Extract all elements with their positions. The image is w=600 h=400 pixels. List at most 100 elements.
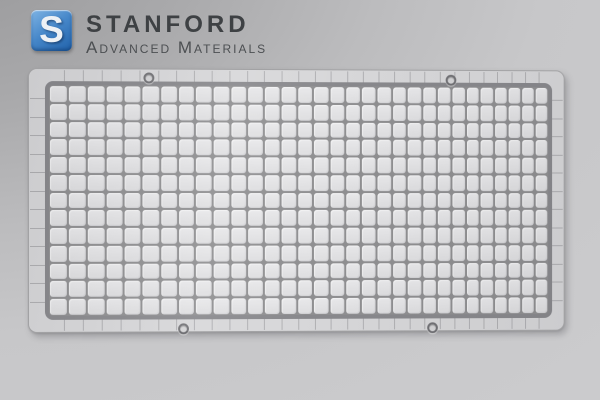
grid-cell	[196, 192, 212, 209]
grid-cell	[480, 87, 493, 104]
grid-cell	[230, 157, 247, 174]
grid-cell	[494, 175, 507, 191]
grid-cell	[87, 263, 105, 280]
rim-tick	[552, 137, 563, 156]
grid-cell	[281, 298, 296, 315]
grid-cell	[68, 86, 86, 102]
grid-cell	[106, 192, 123, 209]
grid-cell	[392, 175, 406, 191]
brand-logo-text: STANFORD Advanced Materials	[86, 10, 267, 58]
grid-cell	[68, 121, 86, 138]
grid-cell	[330, 227, 345, 244]
grid-cell	[264, 298, 280, 315]
grid-cell	[422, 105, 436, 121]
grid-cell	[297, 298, 313, 314]
grid-cell	[68, 281, 86, 298]
grid-cell	[522, 245, 534, 261]
grid-cell	[213, 122, 229, 138]
grid-cell	[480, 175, 493, 191]
grid-cell	[437, 87, 451, 104]
grid-cell	[361, 210, 376, 226]
grid-cell	[437, 297, 451, 314]
rim-tick	[469, 318, 485, 330]
grid-cell	[392, 210, 406, 226]
grid-cell	[407, 87, 421, 104]
grid-cell	[377, 210, 391, 226]
brand-monogram: S	[39, 9, 64, 50]
grid-cell	[346, 175, 360, 191]
rim-tick	[512, 72, 527, 83]
rim-tick	[552, 173, 563, 192]
grid-cell	[264, 139, 280, 156]
grid-cell	[466, 245, 479, 261]
rim-tick	[498, 318, 513, 329]
grid-cell	[213, 157, 229, 174]
rim-tick	[212, 70, 231, 82]
grid-cell	[106, 245, 123, 262]
grid-cell	[535, 280, 548, 296]
grid-cell	[346, 157, 360, 174]
rim-tick	[177, 70, 196, 82]
grid-cell	[422, 175, 436, 191]
grid-cell	[452, 192, 465, 209]
grid-cell	[422, 297, 436, 314]
grid-cell	[230, 263, 247, 279]
grid-cell	[422, 122, 436, 139]
grid-cell	[392, 280, 406, 297]
grid-cell	[508, 157, 521, 174]
grid-cell	[508, 262, 521, 279]
grid-cell	[160, 245, 177, 262]
rim-tick	[379, 71, 396, 83]
grid-cell	[494, 262, 507, 279]
grid-cell	[437, 227, 451, 244]
grid-cell	[247, 86, 263, 103]
rim-tick	[552, 101, 563, 120]
grid-cell	[466, 192, 479, 209]
rim-tick	[395, 318, 411, 330]
grid-cell	[230, 227, 247, 244]
brand-title: STANFORD	[86, 11, 250, 38]
grid-cell	[407, 210, 421, 226]
grid-cell	[522, 140, 534, 156]
grid-cell	[49, 210, 67, 227]
grid-cell	[377, 104, 391, 121]
grid-cell	[522, 262, 534, 279]
grid-cell	[297, 210, 313, 226]
rim-tick	[195, 319, 213, 331]
grid-cell	[142, 86, 159, 103]
grid-cell	[281, 86, 296, 103]
grid-cell	[213, 245, 229, 262]
grid-cell	[264, 192, 280, 209]
rim-tick	[552, 210, 563, 229]
grid-cell	[361, 262, 376, 279]
grid-cell	[281, 104, 296, 121]
rim-tick	[29, 81, 45, 100]
grid-cell	[494, 280, 507, 296]
grid-cell	[377, 157, 391, 174]
rim-tick	[440, 318, 456, 330]
grid-cell	[422, 227, 436, 244]
grid-cell	[422, 192, 436, 209]
grid-cell	[330, 122, 345, 138]
grid-cell	[452, 210, 465, 226]
grid-cell	[106, 210, 123, 227]
grid-cell	[264, 175, 280, 191]
grid-cell	[346, 122, 360, 139]
rim-tick	[512, 318, 527, 329]
grid-cell	[87, 245, 105, 262]
grid-cell	[196, 86, 212, 103]
grid-cell	[230, 104, 247, 121]
grid-cell	[377, 227, 391, 244]
grid-cell	[330, 263, 345, 279]
grid-cell	[87, 210, 105, 227]
grid-cell	[480, 122, 493, 139]
grid-cell	[196, 104, 212, 121]
grid-cell	[314, 192, 329, 209]
grid-cell	[297, 139, 313, 156]
rim-tick	[282, 71, 299, 83]
grid-cell	[87, 121, 105, 138]
grid-cell	[264, 210, 280, 226]
grid-cell	[68, 263, 86, 280]
grid-cell	[124, 86, 141, 103]
grid-cell	[437, 245, 451, 261]
